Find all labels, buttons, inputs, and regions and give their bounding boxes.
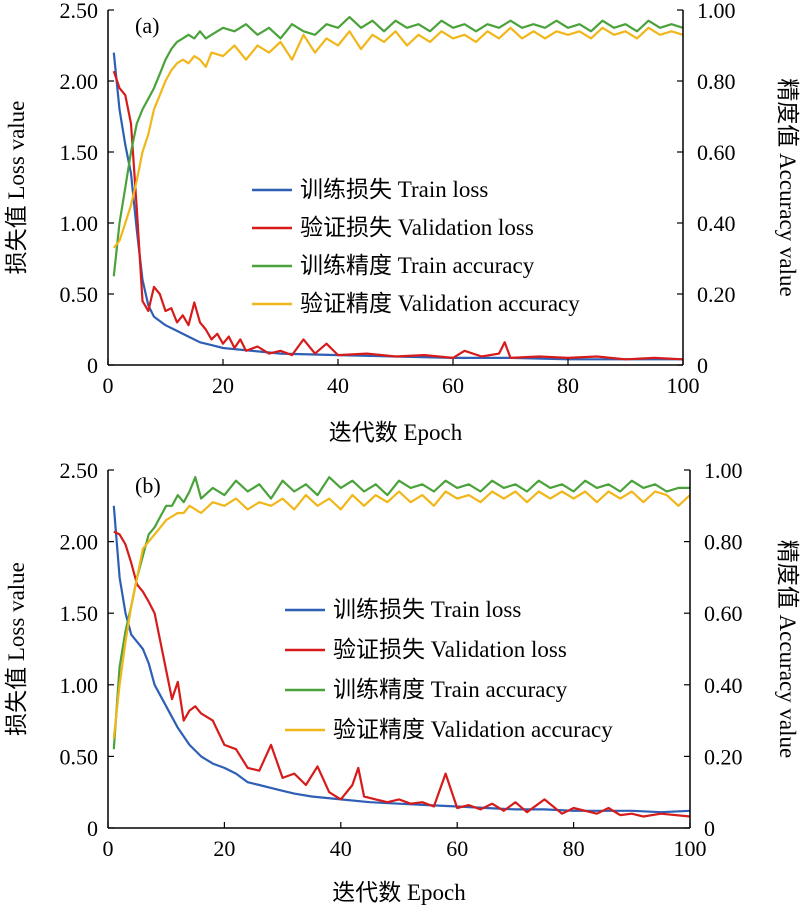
x-tick-label: 80 (557, 373, 579, 398)
y-left-tick-label: 1.00 (60, 673, 99, 698)
x-tick-label: 0 (103, 836, 114, 861)
x-tick-label: 80 (563, 836, 585, 861)
chart-panel-0: 0 20 40 60 80 10000.501.001.502.002.5000.200.… (4, 0, 800, 445)
x-tick-label: 0 (103, 373, 114, 398)
y-right-tick-label: 0.80 (697, 69, 736, 94)
y-left-tick-label: 0 (87, 353, 98, 378)
panel-label: (a) (135, 13, 159, 38)
x-axis-label: 迭代数 Epoch (332, 880, 466, 905)
legend-label: 训练损失 Train loss (300, 177, 488, 202)
y-right-tick-label: 0.80 (704, 530, 743, 555)
x-tick-label: 40 (327, 373, 349, 398)
chart-panel-1: 0 20 40 60 80 10000.501.001.502.002.5000.200.… (4, 458, 800, 905)
y-left-axis-label: 损失值 Loss value (4, 562, 29, 736)
series-line-0-0 (112, 52, 683, 361)
y-right-tick-label: 0.60 (697, 140, 736, 165)
x-tick-label: 20 (212, 373, 234, 398)
series-line-1-2 (112, 476, 690, 750)
y-right-tick-label: 0 (704, 816, 715, 841)
series-line-0-2 (112, 16, 684, 277)
y-left-tick-label: 1.50 (60, 140, 99, 165)
y-right-tick-label: 0.20 (697, 282, 736, 307)
series-line-0-1 (112, 70, 684, 361)
x-tick-label: 60 (446, 836, 468, 861)
y-left-tick-label: 1.00 (60, 211, 99, 236)
y-right-tick-label: 0.40 (704, 673, 743, 698)
y-right-tick-label: 0.20 (704, 744, 743, 769)
y-left-tick-label: 0 (87, 816, 98, 841)
x-tick-label: 100 (667, 373, 700, 398)
y-right-tick-label: 0 (697, 353, 708, 378)
x-tick-label: 60 (442, 373, 464, 398)
legend-label: 验证损失 Validation loss (300, 215, 534, 240)
series-line-1-1 (113, 530, 691, 818)
legend-label: 训练精度 Train accuracy (333, 677, 568, 702)
legend-label: 验证损失 Validation loss (333, 637, 567, 662)
y-left-tick-label: 2.50 (60, 458, 99, 483)
legend-label: 验证精度 Validation accuracy (333, 717, 613, 742)
y-left-axis-label: 损失值 Loss value (4, 101, 29, 275)
y-left-tick-label: 0.50 (60, 282, 99, 307)
panel-label: (b) (135, 473, 161, 498)
series-line-0-3 (112, 26, 684, 249)
y-right-axis-label: 精度值 Accuracy value (775, 540, 800, 758)
x-axis-label: 迭代数 Epoch (329, 420, 463, 445)
legend-label: 训练损失 Train loss (333, 597, 521, 622)
y-left-tick-label: 0.50 (60, 744, 99, 769)
y-right-tick-label: 0.40 (697, 211, 736, 236)
y-right-tick-label: 1.00 (697, 0, 736, 23)
y-right-tick-label: 1.00 (704, 458, 743, 483)
y-right-axis-label: 精度值 Accuracy value (775, 78, 800, 296)
x-tick-label: 40 (330, 836, 352, 861)
x-tick-label: 100 (674, 836, 707, 861)
y-right-tick-label: 0.60 (704, 601, 743, 626)
series-line-1-3 (112, 490, 691, 739)
x-tick-label: 20 (213, 836, 235, 861)
y-left-tick-label: 2.50 (60, 0, 99, 23)
legend-label: 验证精度 Validation accuracy (300, 291, 580, 316)
y-left-tick-label: 2.00 (60, 69, 99, 94)
y-left-tick-label: 2.00 (60, 530, 99, 555)
y-left-tick-label: 1.50 (60, 601, 99, 626)
legend-label: 训练精度 Train accuracy (300, 253, 535, 278)
